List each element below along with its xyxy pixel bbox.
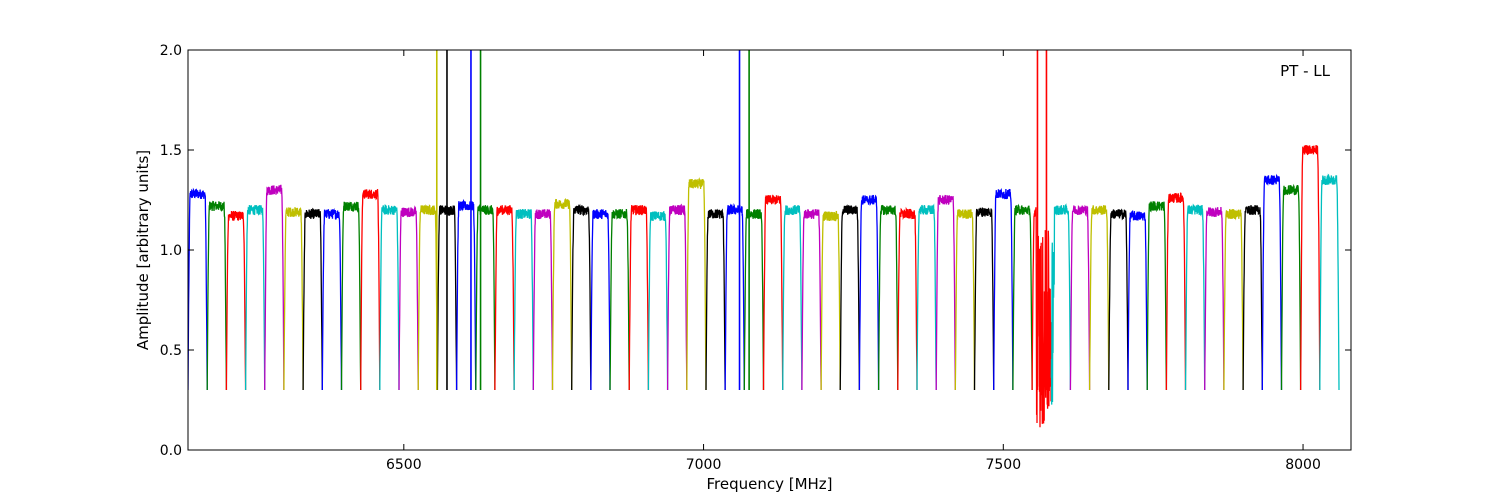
plot-frame — [187, 49, 1352, 451]
y-tick-label: 1.5 — [160, 143, 182, 159]
series-segment-1 — [188, 187, 208, 391]
x-tick-label: 7500 — [985, 457, 1021, 473]
series-segment-47 — [1069, 204, 1091, 391]
series-segment-58 — [1280, 183, 1302, 391]
series-segment-27 — [686, 177, 707, 391]
series-segment-44 — [1012, 203, 1033, 391]
series-segment-10 — [360, 188, 381, 391]
series-segment-7 — [302, 207, 323, 391]
series-segment-20 — [551, 197, 573, 391]
series-segment-13 — [417, 204, 439, 391]
series-segment-24 — [628, 205, 650, 391]
series-segment-34 — [820, 210, 841, 391]
series-segment-59 — [1299, 145, 1321, 391]
y-tick-label: 2.0 — [160, 43, 182, 59]
series-segment-30 — [743, 209, 765, 391]
series-segment-5 — [264, 184, 285, 391]
series-segment-56 — [1242, 205, 1263, 391]
y-tick-label: 1.0 — [160, 243, 182, 259]
y-axis-label: Amplitude [arbitrary units] — [134, 150, 152, 350]
series-segment-54 — [1204, 206, 1225, 391]
series-segment-52 — [1165, 192, 1187, 391]
series-segment-25 — [647, 211, 669, 391]
series-segment-2 — [206, 200, 228, 391]
x-tick-label: 8000 — [1285, 457, 1321, 473]
series-segment-18 — [513, 208, 534, 391]
series-segment-39 — [916, 203, 937, 391]
series-segment-16 — [475, 203, 496, 391]
series-segment-49 — [1108, 208, 1129, 391]
series-segment-35 — [839, 204, 861, 391]
y-tick-label: 0.0 — [160, 443, 182, 459]
series-segment-31 — [762, 194, 784, 391]
series-segment-51 — [1146, 201, 1168, 391]
series-segment-46 — [1050, 203, 1072, 405]
series-segment-48 — [1088, 205, 1110, 391]
series-segment-41 — [954, 209, 976, 391]
series-segment-29 — [724, 203, 745, 391]
series-segment-38 — [897, 206, 918, 391]
series-segment-36 — [858, 194, 880, 391]
series-segment-37 — [877, 204, 899, 391]
series-segment-33 — [801, 209, 822, 391]
y-tick-label: 0.5 — [160, 343, 182, 359]
series-segment-17 — [494, 205, 515, 391]
ticks-layer: 6500 7000 7500 8000 0.0 0.5 1.0 1.5 2.0 — [160, 43, 1351, 473]
x-axis-label: Frequency [MHz] — [706, 475, 832, 493]
series-segment-19 — [532, 209, 554, 391]
series-segment-28 — [705, 208, 726, 391]
series-segment-55 — [1223, 208, 1244, 391]
series-segment-57 — [1261, 173, 1283, 391]
series-segment-53 — [1184, 203, 1206, 391]
series-segment-32 — [782, 205, 803, 391]
series-segment-9 — [340, 201, 362, 391]
x-tick-label: 6500 — [386, 457, 422, 473]
series-segment-26 — [666, 203, 688, 391]
series-segment-21 — [571, 203, 592, 391]
x-tick-label: 7000 — [686, 457, 722, 473]
series-segment-23 — [609, 208, 630, 391]
series-segment-15 — [455, 198, 477, 391]
series-segment-11 — [379, 204, 400, 391]
series-segment-22 — [590, 209, 611, 391]
series-segment-60 — [1319, 173, 1340, 391]
plot-annotation: PT - LL — [1280, 62, 1331, 80]
series-segment-8 — [321, 208, 343, 391]
series-segment-42 — [973, 207, 995, 391]
series-segment-43 — [993, 188, 1014, 391]
series-segment-45 — [1031, 207, 1052, 428]
series-segment-6 — [283, 206, 304, 391]
series-segment-3 — [225, 210, 247, 391]
series-segment-50 — [1127, 209, 1148, 391]
series-layer — [188, 50, 1340, 428]
series-segment-4 — [244, 205, 266, 391]
series-segment-12 — [398, 205, 419, 391]
series-segment-40 — [935, 194, 956, 391]
